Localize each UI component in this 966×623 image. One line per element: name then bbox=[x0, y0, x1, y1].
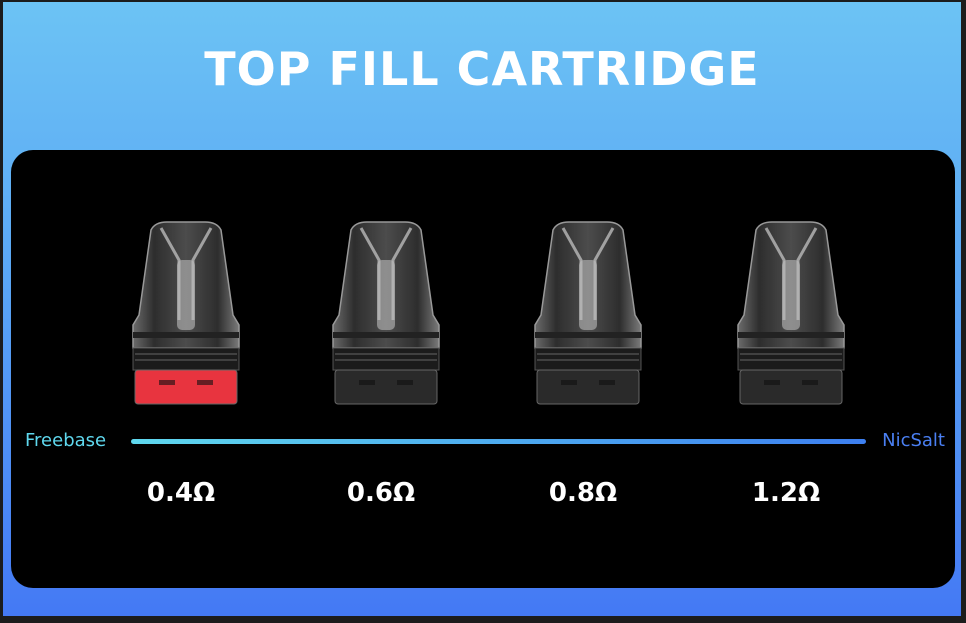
freebase-label: Freebase bbox=[25, 430, 107, 451]
page-title: TOP FILL CARTRIDGE bbox=[204, 42, 760, 96]
resistance-label: 0.4Ω bbox=[146, 478, 216, 508]
banner: TOP FILL CARTRIDGE Freebase NicSalt 0.4Ω… bbox=[3, 2, 961, 616]
cartridge-image bbox=[121, 220, 251, 410]
cartridge-image bbox=[523, 220, 653, 410]
cartridge-image bbox=[726, 220, 856, 410]
resistance-label: 0.8Ω bbox=[548, 478, 618, 508]
resistance-label: 0.6Ω bbox=[346, 478, 416, 508]
cartridge-image bbox=[321, 220, 451, 410]
product-panel: Freebase NicSalt 0.4Ω 0.6Ω 0.8Ω 1.2Ω bbox=[11, 150, 955, 588]
freebase-nicsalt-scale-bar bbox=[131, 439, 866, 444]
resistance-label: 1.2Ω bbox=[751, 478, 821, 508]
nicsalt-label: NicSalt bbox=[882, 430, 945, 451]
